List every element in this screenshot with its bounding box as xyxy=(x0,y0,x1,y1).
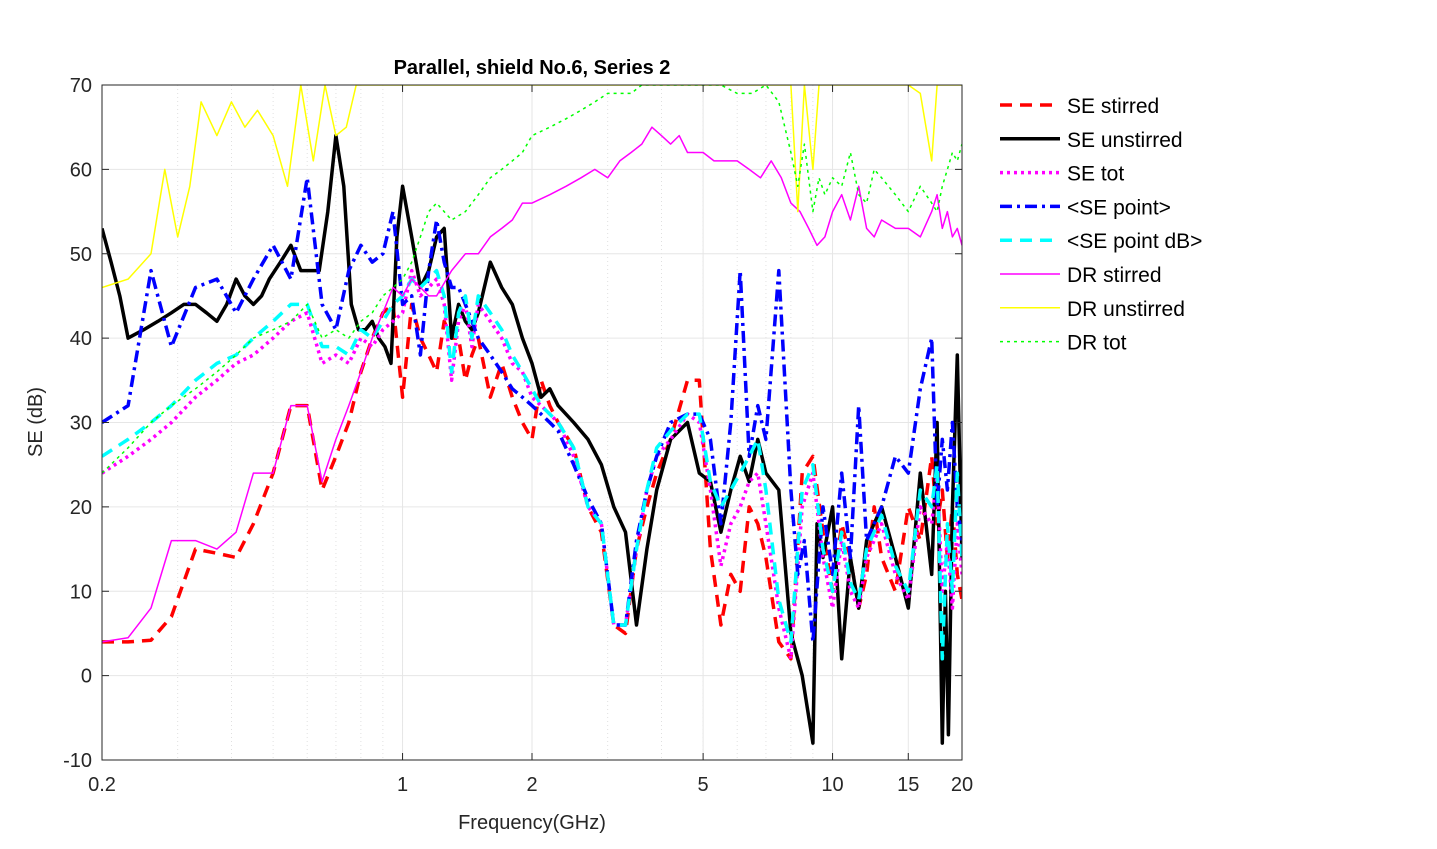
series-line-1 xyxy=(102,133,962,745)
y-tick-label: 10 xyxy=(70,581,92,603)
legend-label-2: SE tot xyxy=(1067,163,1124,186)
ticks-layer: 0.2 1 2 5 10 15 20 -10 0 10 20 30 40 50 60 70 xyxy=(63,75,973,796)
series-line-5 xyxy=(102,126,962,643)
y-tick-label: 70 xyxy=(70,75,92,97)
x-tick-label: 10 xyxy=(821,774,843,796)
x-tick-label: 0.2 xyxy=(88,774,116,796)
series-line-3 xyxy=(102,176,962,644)
y-tick-label: 0 xyxy=(81,666,92,688)
legend-label-0: SE stirred xyxy=(1067,95,1159,118)
series-line-7 xyxy=(102,85,962,474)
y-tick-label: 60 xyxy=(70,159,92,181)
y-tick-label: -10 xyxy=(63,750,92,772)
legend-label-7: DR tot xyxy=(1067,332,1127,355)
series-layer xyxy=(102,85,962,745)
x-axis-label: Frequency(GHz) xyxy=(458,812,606,834)
x-tick-label: 2 xyxy=(526,774,537,796)
series-line-4 xyxy=(102,268,962,661)
x-tick-label: 1 xyxy=(397,774,408,796)
legend-label-1: SE unstirred xyxy=(1067,129,1183,152)
series-line-6 xyxy=(102,85,962,289)
chart-title: Parallel, shield No.6, Series 2 xyxy=(394,57,671,79)
legend-label-6: DR unstirred xyxy=(1067,298,1185,321)
y-tick-label: 30 xyxy=(70,413,92,435)
y-tick-label: 20 xyxy=(70,497,92,519)
legend: SE stirred SE unstirred SE tot <SE point> <S… xyxy=(1000,95,1202,355)
legend-label-4: <SE point dB> xyxy=(1067,230,1202,253)
y-axis-label: SE (dB) xyxy=(25,387,47,457)
x-tick-label: 15 xyxy=(897,774,919,796)
y-tick-label: 50 xyxy=(70,244,92,266)
x-tick-label: 5 xyxy=(698,774,709,796)
x-tick-label: 20 xyxy=(951,774,973,796)
legend-label-3: <SE point> xyxy=(1067,196,1171,219)
y-tick-label: 40 xyxy=(70,328,92,350)
legend-label-5: DR stirred xyxy=(1067,264,1162,287)
